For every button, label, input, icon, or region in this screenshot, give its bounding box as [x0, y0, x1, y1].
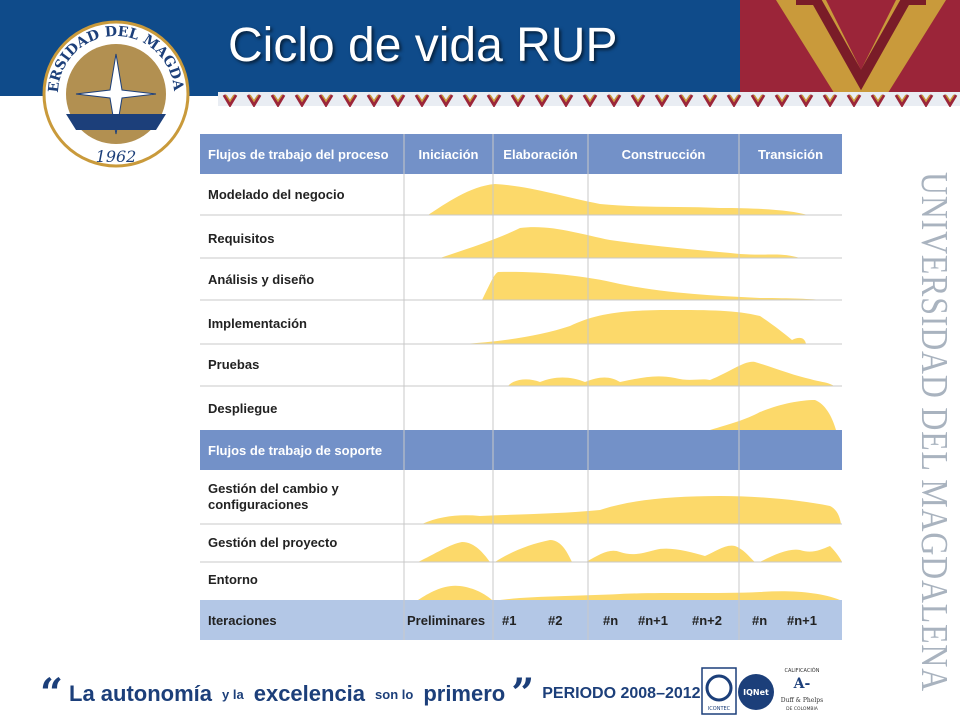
certification-logos: ICONTEC IQNet CALIFICACIÓN A- Duff & Phe…: [701, 667, 823, 715]
svg-text:CALIFICACIÓN: CALIFICACIÓN: [785, 667, 820, 674]
svg-text:IQNet: IQNet: [743, 688, 769, 697]
vertical-watermark: UNIVERSIDAD DEL MAGDALENA: [913, 172, 950, 692]
university-seal-logo: UNIVERSIDAD DEL MAGDALENA 1962: [36, 12, 190, 168]
row-label-modelado: Modelado del negocio: [208, 187, 345, 202]
iteration-tn: #n: [752, 612, 768, 628]
footer-slogan: “ La autonomía y la excelencia son lo pr…: [40, 672, 705, 716]
svg-text:ICONTEC: ICONTEC: [708, 706, 731, 712]
row-label-analisis: Análisis y diseño: [208, 272, 315, 287]
row-label-gestion-cambio: Gestión del cambio y configuraciones: [208, 481, 339, 512]
chevron-strip: [218, 92, 960, 107]
table-grid: [200, 134, 842, 640]
iterations-label: Iteraciones: [208, 612, 277, 628]
row-label-requisitos: Requisitos: [208, 231, 275, 246]
slogan-connector-2: son lo: [375, 686, 414, 702]
iteration-cn2: #n+2: [692, 612, 722, 628]
slogan-autonomia: La autonomía: [69, 681, 213, 706]
row-label-implementacion: Implementación: [208, 316, 307, 331]
slogan-excelencia: excelencia: [253, 681, 366, 706]
table-header-band: [200, 134, 842, 174]
header-flows-label: Flujos de trabajo del proceso: [208, 146, 389, 162]
iteration-cn: #n: [603, 612, 619, 628]
svg-text:A-: A-: [793, 676, 811, 692]
iterations-band: [200, 600, 842, 640]
iteration-e1: #1: [502, 612, 517, 628]
workflow-effort-humps: [418, 184, 842, 600]
slogan-period: PERIODO 2008–2012: [542, 685, 701, 702]
slogan-connector-1: y la: [222, 686, 244, 702]
chevron-pattern: [218, 93, 960, 107]
row-label-gestion-proyecto: Gestión del proyecto: [208, 535, 338, 550]
rup-lifecycle-table: [200, 134, 842, 640]
gold-v-emblem: [776, 0, 946, 96]
support-header-label: Flujos de trabajo de soporte: [208, 442, 383, 458]
iteration-e2: #2: [548, 612, 563, 628]
row-label-despliegue: Despliegue: [208, 401, 278, 416]
close-quote: ”: [511, 670, 535, 717]
iteration-preliminares: Preliminares: [407, 612, 486, 628]
row-label-entorno: Entorno: [208, 572, 258, 587]
phase-iniciacion: Iniciación: [418, 146, 479, 162]
iteration-cn1: #n+1: [638, 612, 668, 628]
support-header-band: [200, 430, 842, 470]
svg-text:1962: 1962: [96, 147, 137, 166]
slogan-primero: primero: [423, 681, 506, 706]
phase-elaboracion: Elaboración: [503, 146, 578, 162]
svg-text:Duff & Phelps: Duff & Phelps: [781, 697, 823, 704]
phase-construccion: Construcción: [621, 146, 706, 162]
svg-text:DE COLOMBIA: DE COLOMBIA: [786, 706, 819, 712]
iteration-tn1: #n+1: [787, 612, 817, 628]
open-quote: “: [40, 670, 64, 717]
slide-title: Ciclo de vida RUP: [228, 19, 618, 72]
svg-text:UNIVERSIDAD DEL MAGDALENA: UNIVERSIDAD DEL MAGDALENA: [913, 172, 950, 692]
phase-transicion: Transición: [757, 146, 824, 162]
iqnet-logo: [738, 674, 774, 710]
row-label-pruebas: Pruebas: [208, 357, 260, 372]
